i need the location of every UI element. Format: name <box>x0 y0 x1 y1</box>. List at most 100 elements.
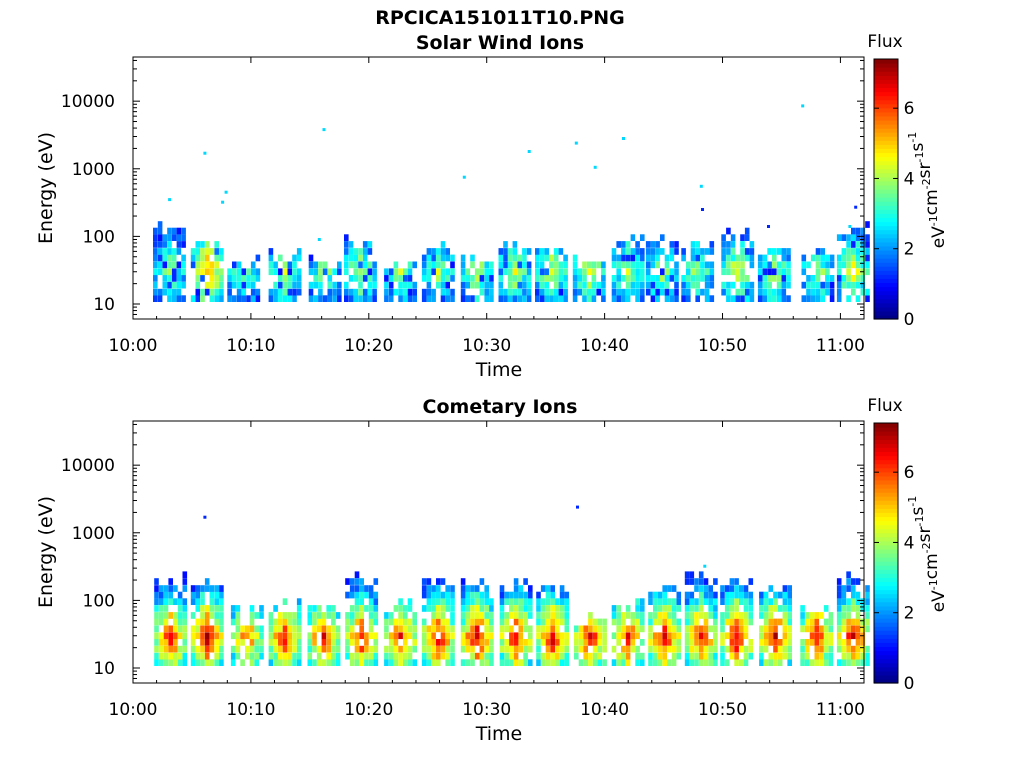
heatmap-cell <box>368 612 374 619</box>
heatmap-cell <box>625 281 631 289</box>
heatmap-cell <box>724 591 730 599</box>
heatmap-cell <box>388 275 394 282</box>
heatmap-cell <box>698 645 704 653</box>
colorbar-segment <box>874 310 898 316</box>
heatmap-cell <box>259 639 264 646</box>
heatmap-cell <box>721 281 726 289</box>
heatmap-cell <box>273 618 278 626</box>
heatmap-cell <box>359 632 364 640</box>
heatmap-cell <box>426 659 432 666</box>
heatmap-cell <box>460 578 466 585</box>
heatmap-cell <box>743 605 749 612</box>
heatmap-cell <box>704 295 710 302</box>
heatmap-cell <box>393 645 399 653</box>
heatmap-cell <box>698 571 704 579</box>
heatmap-cell <box>171 268 177 276</box>
heatmap-cell <box>440 591 446 599</box>
heatmap-cell <box>865 612 870 619</box>
heatmap-cell <box>450 632 455 640</box>
heatmap-cell <box>667 618 672 626</box>
heatmap-cell <box>168 578 173 585</box>
heatmap-cell <box>254 645 259 653</box>
heatmap-cell <box>318 261 323 269</box>
heatmap-cell <box>200 639 205 646</box>
heatmap-cell <box>200 261 205 269</box>
heatmap-cell <box>743 659 749 666</box>
heatmap-cell <box>674 248 679 255</box>
heatmap-cell <box>426 591 432 599</box>
heatmap-cell <box>809 625 815 633</box>
heatmap-cell <box>368 618 374 626</box>
heatmap-cell <box>819 632 824 640</box>
heatmap-cell <box>851 659 856 666</box>
heatmap-cell <box>278 625 283 633</box>
heatmap-cell <box>653 659 658 666</box>
heatmap-cell <box>470 275 475 282</box>
heatmap-cell <box>162 241 168 248</box>
heatmap-cell <box>836 295 842 302</box>
heatmap-cell <box>273 288 278 296</box>
heatmap-cell <box>470 254 475 262</box>
heatmap-cell <box>544 281 550 289</box>
colorbar-segment <box>874 589 898 595</box>
heatmap-cell <box>359 645 364 653</box>
heatmap-cell <box>660 275 665 282</box>
heatmap-cell <box>162 275 168 282</box>
heatmap-cell <box>358 248 363 255</box>
heatmap-cell <box>153 268 158 276</box>
heatmap-cell <box>558 281 564 289</box>
heatmap-cell <box>684 598 690 605</box>
heatmap-cell <box>810 275 816 282</box>
heatmap-cell <box>337 261 342 269</box>
heatmap-cell <box>630 625 636 633</box>
heatmap-cell <box>177 591 183 599</box>
heatmap-cell <box>362 241 368 248</box>
heatmap-cell <box>836 275 842 282</box>
heatmap-cell <box>535 261 540 269</box>
heatmap-cell <box>250 261 256 269</box>
heatmap-cell <box>177 645 183 653</box>
heatmap-cell <box>662 605 667 612</box>
heatmap-cell <box>836 281 842 289</box>
heatmap-cell <box>640 254 645 262</box>
heatmap-cell <box>190 625 196 633</box>
heatmap-cell <box>398 605 403 612</box>
heatmap-cell <box>740 268 745 276</box>
heatmap-cell <box>368 625 374 633</box>
colorbar-segment <box>874 618 898 623</box>
heatmap-cell <box>653 632 658 640</box>
heatmap-cell <box>787 645 792 653</box>
heatmap-cell <box>204 248 210 255</box>
heatmap-cell <box>855 281 861 289</box>
heatmap-cell <box>190 254 196 262</box>
heatmap-cell <box>498 254 504 262</box>
heatmap-cell <box>650 281 656 289</box>
heatmap-cell <box>398 268 403 276</box>
heatmap-cell <box>421 605 427 612</box>
heatmap-cell <box>635 275 640 282</box>
heatmap-cell <box>398 288 403 296</box>
colorbar-segment <box>874 532 898 538</box>
heatmap-cell <box>855 598 861 605</box>
heatmap-cell <box>450 261 455 269</box>
heatmap-cell <box>689 639 695 646</box>
heatmap-cell <box>393 275 399 282</box>
heatmap-cell <box>354 598 360 605</box>
heatmap-cell <box>536 639 541 646</box>
heatmap-cell <box>214 625 219 633</box>
heatmap-cell <box>522 248 527 255</box>
heatmap-cell <box>748 652 754 660</box>
heatmap-cell <box>582 288 587 296</box>
heatmap-cell <box>759 591 764 599</box>
heatmap-cell <box>572 261 578 269</box>
heatmap-cell <box>540 598 546 605</box>
heatmap-cell <box>503 295 508 302</box>
heatmap-cell <box>162 288 168 296</box>
heatmap-cell <box>657 612 663 619</box>
heatmap-cell <box>759 645 764 653</box>
heatmap-cell <box>235 605 241 612</box>
heatmap-cell <box>474 585 480 592</box>
heatmap-cell <box>523 578 528 585</box>
colorbar-segment <box>874 233 898 239</box>
heatmap-cell <box>259 612 264 619</box>
